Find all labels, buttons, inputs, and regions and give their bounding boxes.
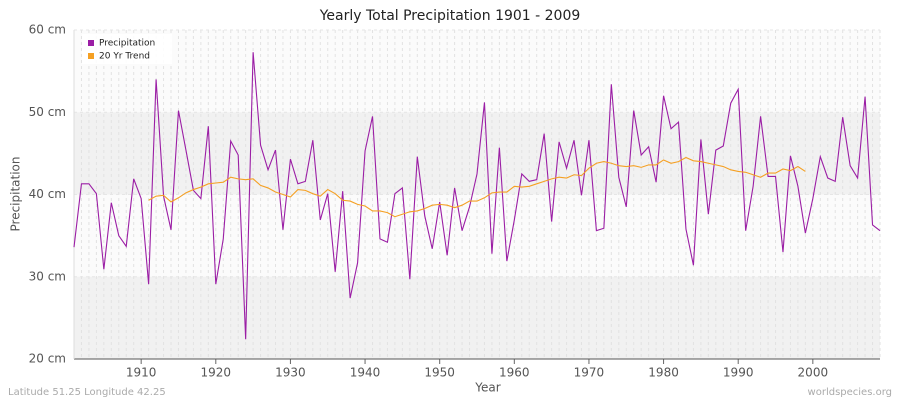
- y-tick-label: 30 cm: [29, 269, 66, 283]
- x-tick-label: 1910: [126, 366, 157, 380]
- series-line: [73, 52, 881, 340]
- y-tick-label: 20 cm: [29, 352, 66, 366]
- footer-right: worldspecies.org: [808, 387, 892, 398]
- y-tick-label: 60 cm: [29, 23, 66, 37]
- y-axis-label: Precipitation: [9, 156, 23, 231]
- x-tick-label: 1920: [201, 366, 232, 380]
- x-tick-label: 2000: [798, 366, 829, 380]
- legend-box: [82, 34, 172, 64]
- x-tick-label: 1990: [723, 366, 754, 380]
- footer-left: Latitude 51.25 Longitude 42.25: [8, 387, 166, 398]
- y-tick-label: 50 cm: [29, 105, 66, 119]
- legend-swatch: [88, 53, 94, 59]
- x-tick-label: 1980: [648, 366, 679, 380]
- legend-label: 20 Yr Trend: [99, 52, 150, 62]
- legend-label: Precipitation: [99, 39, 155, 49]
- x-tick-label: 1930: [275, 366, 306, 380]
- series-line: [148, 156, 806, 218]
- x-tick-label: 1950: [424, 366, 455, 380]
- legend-swatch: [88, 40, 94, 46]
- chart-title: Yearly Total Precipitation 1901 - 2009: [319, 8, 581, 24]
- x-tick-label: 1960: [499, 366, 530, 380]
- y-tick-label: 40 cm: [29, 187, 66, 201]
- x-axis-label: Year: [474, 381, 500, 395]
- x-tick-label: 1970: [574, 366, 605, 380]
- x-tick-label: 1940: [350, 366, 381, 380]
